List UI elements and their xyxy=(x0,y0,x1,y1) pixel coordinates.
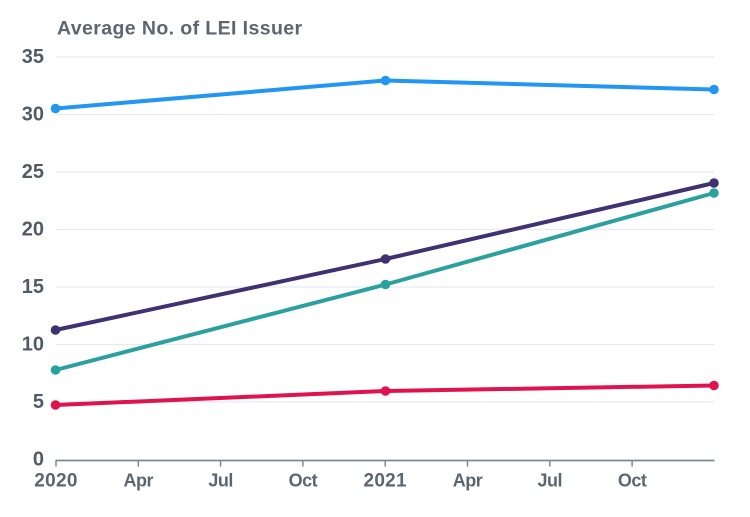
svg-text:Oct: Oct xyxy=(618,471,647,491)
svg-text:5: 5 xyxy=(33,391,44,413)
svg-text:2020: 2020 xyxy=(34,471,77,492)
svg-text:Jul: Jul xyxy=(538,471,563,491)
svg-text:30: 30 xyxy=(22,104,44,126)
svg-text:35: 35 xyxy=(22,46,44,68)
svg-text:15: 15 xyxy=(22,276,44,298)
svg-text:2021: 2021 xyxy=(363,471,407,492)
svg-text:Jul: Jul xyxy=(208,471,233,491)
svg-text:Average No. of LEI Issuer: Average No. of LEI Issuer xyxy=(57,18,303,40)
svg-text:25: 25 xyxy=(22,161,44,183)
svg-text:Oct: Oct xyxy=(289,471,318,491)
svg-text:10: 10 xyxy=(22,334,44,356)
svg-text:Apr: Apr xyxy=(124,471,154,491)
svg-text:Apr: Apr xyxy=(453,471,483,491)
svg-text:0: 0 xyxy=(33,449,44,471)
svg-text:20: 20 xyxy=(22,219,44,241)
